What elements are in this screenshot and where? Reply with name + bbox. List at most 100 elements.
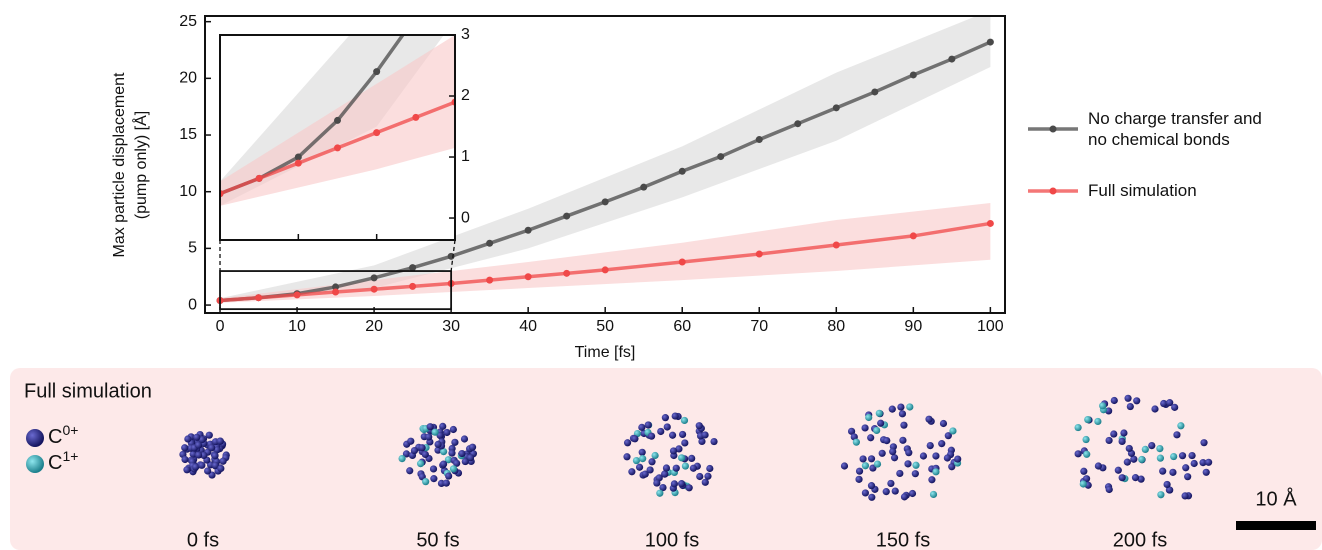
atom xyxy=(898,410,907,418)
atom xyxy=(635,463,644,471)
species-charge: 1+ xyxy=(62,448,78,464)
atom xyxy=(1105,485,1113,494)
atom xyxy=(888,405,896,413)
species-label: C1+ xyxy=(48,448,78,475)
atom xyxy=(1173,431,1181,439)
atom xyxy=(444,456,453,464)
atom xyxy=(883,436,891,445)
data-point xyxy=(412,113,420,121)
atom xyxy=(701,431,709,439)
data-point xyxy=(678,167,686,175)
atom xyxy=(672,464,680,472)
atom xyxy=(681,439,689,447)
data-point xyxy=(255,294,263,302)
atom xyxy=(904,460,912,468)
atom xyxy=(877,419,885,427)
data-point xyxy=(293,291,301,299)
atom xyxy=(1074,423,1082,432)
data-point xyxy=(373,129,381,137)
data-point xyxy=(986,219,994,227)
data-point xyxy=(601,266,609,274)
x-tick-label: 90 xyxy=(904,318,922,335)
atom xyxy=(897,403,905,411)
atom xyxy=(663,423,671,431)
atom xyxy=(1169,468,1177,476)
data-point xyxy=(373,68,381,76)
atom xyxy=(668,431,677,439)
atom xyxy=(1177,422,1185,430)
atom xyxy=(440,447,448,456)
atom xyxy=(219,457,227,465)
atom xyxy=(861,462,870,470)
atom xyxy=(398,454,406,463)
atom xyxy=(426,423,434,431)
data-point xyxy=(755,136,763,144)
atom xyxy=(1099,402,1107,410)
uncertainty-band xyxy=(220,203,991,303)
atom xyxy=(623,453,631,461)
atom xyxy=(644,421,652,429)
atom xyxy=(695,422,703,430)
atom xyxy=(638,423,646,431)
atom xyxy=(1079,480,1087,488)
atom xyxy=(873,460,882,468)
atom xyxy=(1166,486,1174,494)
atom xyxy=(659,483,667,492)
atom xyxy=(205,431,213,439)
atom xyxy=(865,413,873,422)
atom xyxy=(407,437,415,445)
inset-y-tick-label: 3 xyxy=(461,26,470,43)
species-base: C xyxy=(48,426,62,448)
legend-swatch xyxy=(1028,187,1078,194)
atom xyxy=(868,493,876,501)
data-point xyxy=(832,104,840,112)
atom xyxy=(422,478,430,486)
atom xyxy=(1114,466,1122,474)
atom xyxy=(200,451,208,460)
data-point xyxy=(334,144,341,152)
atom xyxy=(217,464,225,473)
atom xyxy=(1126,402,1134,411)
atom xyxy=(671,412,679,420)
data-point xyxy=(717,153,725,161)
atom xyxy=(688,454,696,463)
data-point xyxy=(486,276,494,284)
series-line xyxy=(219,221,991,303)
atom xyxy=(855,475,863,483)
atom xyxy=(448,449,456,457)
atom xyxy=(434,440,442,448)
atom xyxy=(929,490,938,499)
y-tick-label: 0 xyxy=(188,296,197,313)
atom xyxy=(639,455,647,463)
atom xyxy=(184,435,192,443)
atom xyxy=(677,480,686,488)
atom xyxy=(1082,475,1091,483)
data-point xyxy=(601,198,609,206)
atom xyxy=(208,444,216,452)
atom xyxy=(669,447,678,455)
atom xyxy=(1138,455,1146,464)
atom xyxy=(1181,492,1189,500)
atom xyxy=(852,438,860,446)
atom xyxy=(1110,396,1118,405)
atom xyxy=(189,450,197,458)
atom xyxy=(878,449,886,457)
data-point xyxy=(334,116,341,124)
data-point xyxy=(524,226,532,234)
frame-label: 200 fs xyxy=(1113,529,1167,550)
data-point xyxy=(486,239,494,247)
atom xyxy=(698,437,706,446)
data-point xyxy=(640,183,648,191)
atom xyxy=(670,480,678,488)
atom xyxy=(458,449,466,458)
atom xyxy=(193,433,201,441)
atom xyxy=(840,462,849,470)
legend-label: Full simulation xyxy=(1088,181,1197,200)
species-base: C xyxy=(48,452,62,474)
atom xyxy=(1151,405,1159,413)
data-point xyxy=(255,174,263,182)
data-point xyxy=(370,274,378,282)
atom xyxy=(194,441,203,449)
